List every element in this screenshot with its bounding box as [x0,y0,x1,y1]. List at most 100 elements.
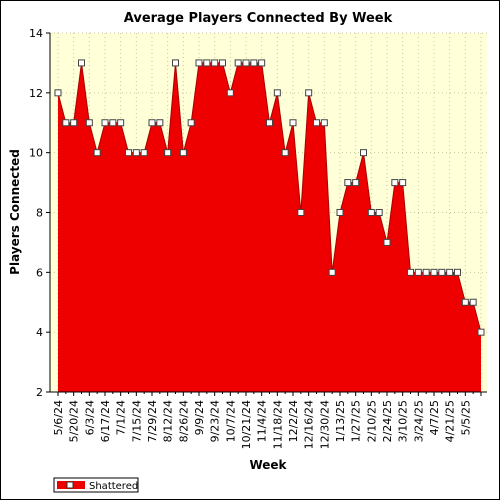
y-axis-ticks: 2 4 6 8 10 12 14 [29,27,50,399]
data-point [148,119,156,127]
data-point [430,268,438,276]
y-tick-label: 6 [36,266,43,279]
x-tick-label: 10/21/24 [240,400,253,449]
data-point [179,149,187,157]
x-axis-ticks: 5/6/24 5/20/24 6/3/24 6/17/24 7/1/24 7/15/24 7… [52,392,482,449]
x-tick-label: 8/26/24 [177,400,190,442]
x-tick-label: 1/13/25 [334,400,347,442]
x-tick-label: 12/2/24 [287,400,300,442]
data-point [422,268,430,276]
data-point [407,268,414,276]
data-point [344,179,352,187]
data-point [281,149,289,157]
data-point [219,59,226,67]
data-point [438,268,446,276]
data-point [461,298,469,306]
x-tick-label: 11/4/24 [256,400,269,442]
data-point [446,268,454,276]
data-point [125,149,132,157]
data-point [328,268,336,276]
data-point [454,268,461,276]
data-point [266,119,273,127]
data-point [132,149,140,157]
data-point [242,59,250,67]
x-tick-label: 5/20/24 [68,400,81,442]
data-point [195,59,203,67]
x-tick-label: 4/21/25 [444,400,457,442]
legend: Shattered [53,477,139,493]
data-point [352,179,360,187]
chart-title: Average Players Connected By Week [124,11,393,26]
x-tick-label: 11/18/24 [271,400,284,449]
data-point [469,298,477,306]
x-tick-label: 5/5/25 [459,400,472,435]
x-tick-label: 12/16/24 [303,400,316,449]
x-tick-label: 3/24/25 [412,400,425,442]
data-point [54,89,62,97]
x-axis-label: Week [249,458,287,472]
data-point [164,149,172,157]
data-point [273,89,281,97]
x-tick-label: 5/6/24 [52,400,65,435]
data-point [320,119,328,127]
x-tick-label: 4/7/25 [428,400,441,435]
data-point [367,209,375,216]
series-area-fill [58,62,481,393]
x-tick-label: 7/1/24 [115,400,128,435]
data-point [117,119,125,127]
legend-marker [66,481,74,489]
data-point [391,179,399,187]
data-point [313,119,320,127]
x-tick-label: 6/17/24 [99,400,112,442]
x-tick-label: 1/27/25 [350,400,363,442]
x-tick-label: 2/24/25 [381,400,394,442]
legend-label: Shattered [89,481,138,492]
x-tick-label: 8/12/24 [162,400,175,442]
y-tick-label: 4 [36,326,43,339]
x-tick-label: 7/15/24 [130,400,143,442]
data-point [187,119,195,127]
y-axis-label: Players Connected [8,149,22,275]
data-point [383,238,391,246]
data-point [156,119,164,127]
data-point [70,119,78,127]
y-tick-label: 8 [36,207,43,220]
y-tick-label: 12 [29,87,43,100]
x-tick-label: 3/10/25 [397,400,410,442]
y-tick-label: 2 [36,386,43,399]
x-tick-label: 2/10/25 [365,400,378,442]
data-point [211,59,219,67]
data-point [297,209,305,216]
data-point [360,149,367,157]
data-point [101,119,109,127]
x-tick-label: 9/9/24 [193,400,206,435]
data-point [62,119,70,127]
data-point [172,59,179,67]
data-point [414,268,422,276]
x-tick-label: 9/23/24 [209,400,222,442]
data-point [203,59,211,67]
x-tick-label: 12/30/24 [318,400,331,449]
data-point [305,89,313,97]
data-point [399,179,407,187]
data-point [226,89,234,97]
data-point [336,209,344,216]
y-tick-label: 10 [29,147,43,160]
x-tick-label: 6/3/24 [83,400,96,435]
y-tick-label: 14 [29,27,43,40]
data-point [234,59,242,67]
data-point [109,119,117,127]
data-point [289,119,297,127]
data-point [140,149,148,157]
x-tick-label: 10/7/24 [224,400,237,442]
data-point [85,119,93,127]
series-markers [54,59,485,336]
data-point [375,209,383,216]
data-point [93,149,101,157]
data-point [477,328,485,336]
data-point [258,59,266,67]
data-point [250,59,258,67]
x-tick-label: 7/29/24 [146,400,159,442]
data-point [78,59,85,67]
